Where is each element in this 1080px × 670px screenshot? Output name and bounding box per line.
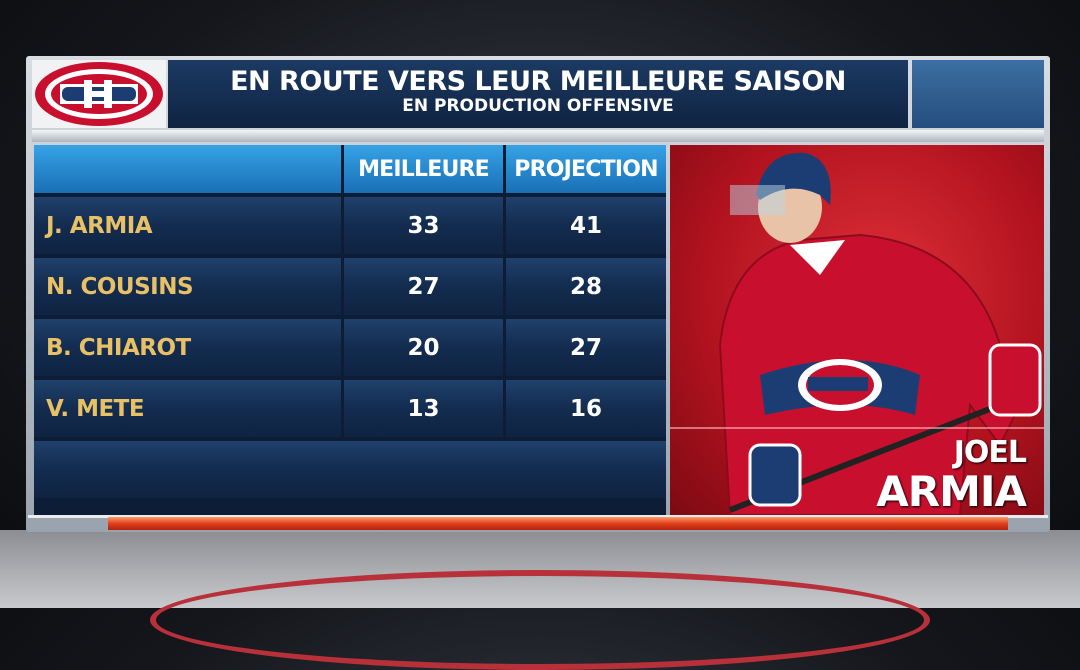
title: EN ROUTE VERS LEUR MEILLEURE SAISON — [230, 66, 846, 97]
column-header: PROJECTION — [506, 145, 666, 193]
subtitle: EN PRODUCTION OFFENSIVE — [402, 96, 674, 116]
player-last-name: ARMIA — [876, 467, 1027, 515]
team-logo — [35, 62, 163, 126]
column-header: MEILLEURE — [344, 145, 503, 193]
stat-value: 27 — [344, 258, 503, 315]
stats-table: MEILLEURE PROJECTION J. ARMIA 33 41 N. COUSIN… — [34, 145, 666, 515]
player-name: B. CHIAROT — [34, 319, 341, 376]
stat-value: 16 — [506, 380, 666, 437]
player-name: J. ARMIA — [34, 197, 341, 254]
player-name: N. COUSINS — [34, 258, 341, 315]
header-side — [912, 60, 1044, 128]
divider — [32, 130, 1044, 142]
stat-value: 28 — [506, 258, 666, 315]
stat-value: 13 — [344, 380, 503, 437]
accent-bar — [108, 517, 1008, 530]
stat-value: 20 — [344, 319, 503, 376]
stat-value: 27 — [506, 319, 666, 376]
team-logo-box — [32, 60, 166, 128]
stat-value: 41 — [506, 197, 666, 254]
player-illustration — [670, 152, 1044, 515]
player-first-name: JOEL — [953, 435, 1027, 470]
empty-row — [34, 441, 666, 498]
center-circle — [150, 570, 930, 670]
player-photo: JOEL ARMIA — [670, 145, 1044, 515]
bottom-strip — [28, 515, 1048, 518]
header: EN ROUTE VERS LEUR MEILLEURE SAISON EN P… — [168, 60, 908, 128]
player-name: V. METE — [34, 380, 341, 437]
header-cell — [34, 145, 341, 193]
stat-value: 33 — [344, 197, 503, 254]
